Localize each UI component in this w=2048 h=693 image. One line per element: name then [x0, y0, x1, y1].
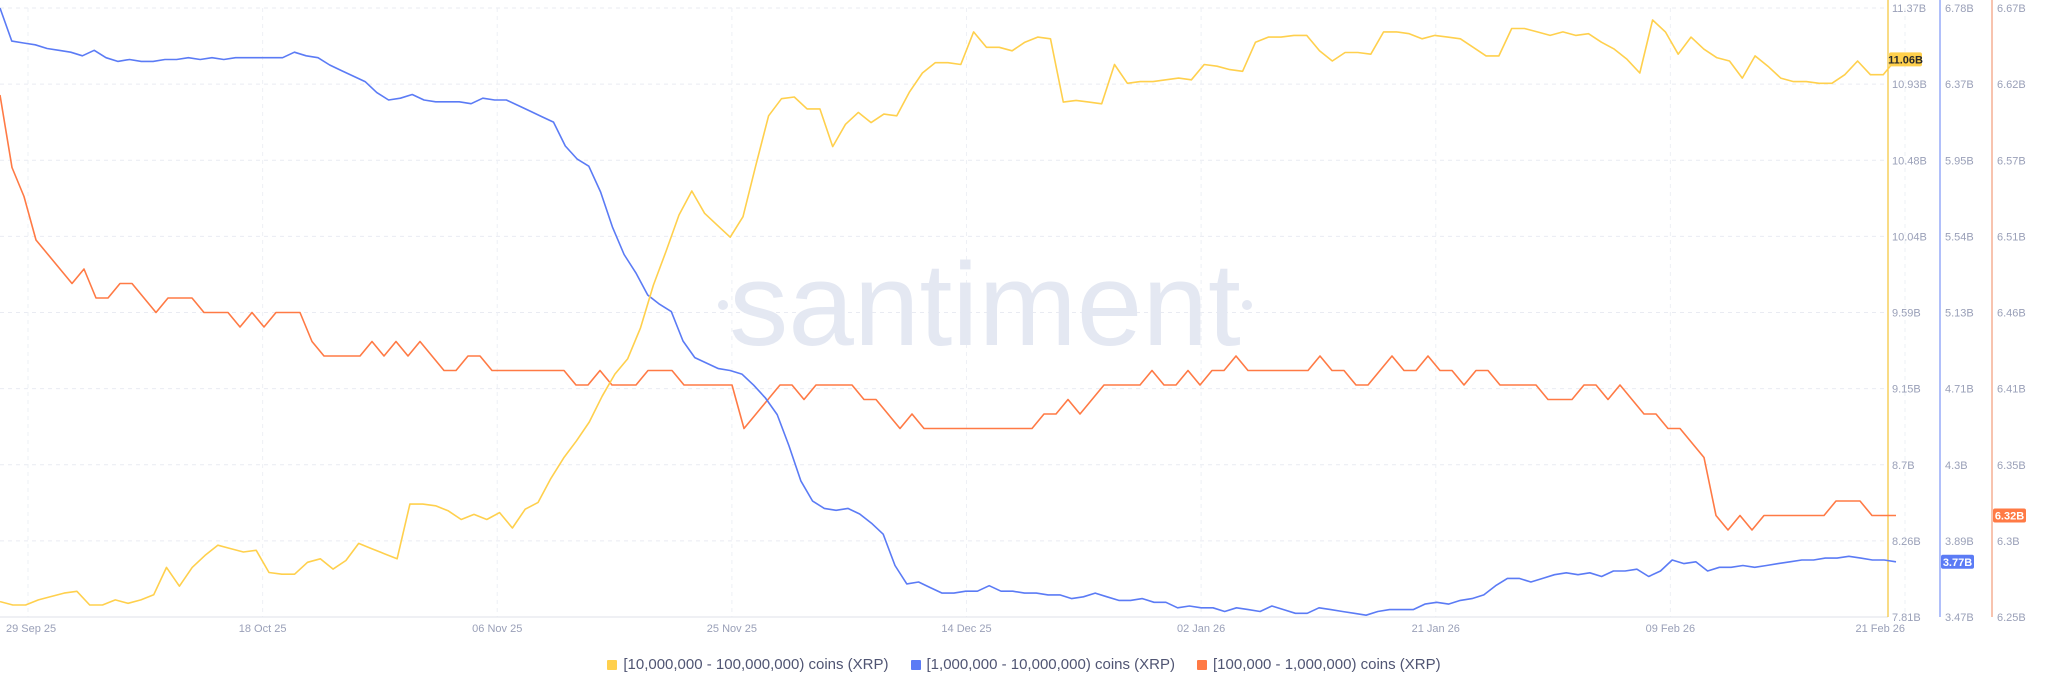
- y-tick-label: 6.46B: [1997, 308, 2026, 320]
- y-tick-label: 6.41B: [1997, 384, 2026, 396]
- x-tick-label: 06 Nov 25: [472, 623, 522, 635]
- watermark-dot-right: [1242, 300, 1252, 310]
- y-tick-label: 6.3B: [1997, 536, 2020, 548]
- last-value-text: 3.77B: [1943, 557, 1972, 569]
- legend-swatch-3: [1197, 659, 1207, 670]
- last-value-bg: [1889, 52, 1922, 67]
- last-value-text: 11.06B: [1888, 54, 1923, 66]
- y-tick-label: 5.13B: [1945, 308, 1974, 320]
- x-tick-label: 25 Nov 25: [707, 623, 757, 635]
- y-tick-label: 6.57B: [1997, 155, 2026, 167]
- x-tick-label: 09 Feb 26: [1646, 623, 1696, 635]
- x-tick-label: 21 Jan 26: [1412, 623, 1460, 635]
- legend-item-series-1[interactable]: [10,000,000 - 100,000,000) coins (XRP): [607, 656, 889, 673]
- legend-item-series-3[interactable]: [100,000 - 1,000,000) coins (XRP): [1197, 656, 1441, 673]
- y-tick-label: 11.37B: [1892, 3, 1926, 15]
- series-line-3: [0, 94, 1896, 531]
- y-tick-label: 5.95B: [1945, 155, 1974, 167]
- x-tick-label: 14 Dec 25: [941, 623, 991, 635]
- series-line-2: [0, 7, 1897, 617]
- last-value-bg: [1941, 554, 1974, 569]
- y-tick-label: 3.89B: [1945, 536, 1974, 548]
- y-tick-label: 8.7B: [1892, 460, 1915, 472]
- y-tick-label: 9.15B: [1892, 384, 1921, 396]
- y-tick-label: 8.26B: [1892, 536, 1921, 548]
- y-tick-label: 4.71B: [1945, 384, 1974, 396]
- watermark-dot-left: [718, 300, 728, 310]
- legend-label-3: [100,000 - 1,000,000) coins (XRP): [1213, 656, 1441, 673]
- y-tick-label: 6.51B: [1997, 231, 2026, 243]
- last-value-bg: [1993, 508, 2026, 523]
- y-tick-label: 7.81B: [1892, 612, 1921, 624]
- y-tick-label: 10.04B: [1892, 231, 1927, 243]
- series-line-1: [0, 19, 1897, 606]
- legend-item-series-2[interactable]: [1,000,000 - 10,000,000) coins (XRP): [910, 656, 1175, 673]
- y-tick-label: 5.54B: [1945, 231, 1974, 243]
- last-value-label-2: 3.77B: [1941, 554, 1974, 569]
- y-tick-label: 10.93B: [1892, 79, 1927, 91]
- y-tick-label: 6.62B: [1997, 79, 2026, 91]
- x-tick-label: 21 Feb 26: [1855, 623, 1905, 635]
- y-tick-label: 6.25B: [1997, 612, 2026, 624]
- y-tick-label: 6.67B: [1997, 3, 2026, 15]
- legend-label-2: [1,000,000 - 10,000,000) coins (XRP): [926, 656, 1175, 673]
- y-tick-label: 6.35B: [1997, 460, 2026, 472]
- legend-swatch-2: [910, 659, 921, 670]
- last-value-label-1: 11.06B: [1888, 52, 1923, 67]
- y-tick-label: 3.47B: [1945, 612, 1974, 624]
- y-tick-label: 9.59B: [1892, 308, 1921, 320]
- y-tick-label: 4.3B: [1945, 460, 1968, 472]
- y-tick-label: 10.48B: [1892, 155, 1927, 167]
- legend: [10,000,000 - 100,000,000) coins (XRP) […: [0, 656, 2048, 673]
- y-tick-label: 6.78B: [1945, 3, 1974, 15]
- last-value-text: 6.32B: [1995, 511, 2024, 523]
- x-tick-label: 29 Sep 25: [6, 623, 56, 635]
- line-chart: santiment 7.81B 8.26B 8.7B 9.15B 9.59B 10.04B 1…: [0, 0, 2026, 635]
- watermark: santiment: [729, 239, 1241, 371]
- y-tick-label: 6.37B: [1945, 79, 1974, 91]
- x-tick-label: 02 Jan 26: [1177, 623, 1225, 635]
- last-value-label-3: 6.32B: [1993, 508, 2026, 523]
- legend-swatch-1: [607, 659, 618, 670]
- x-tick-label: 18 Oct 25: [239, 623, 287, 635]
- legend-label-1: [10,000,000 - 100,000,000) coins (XRP): [623, 656, 889, 673]
